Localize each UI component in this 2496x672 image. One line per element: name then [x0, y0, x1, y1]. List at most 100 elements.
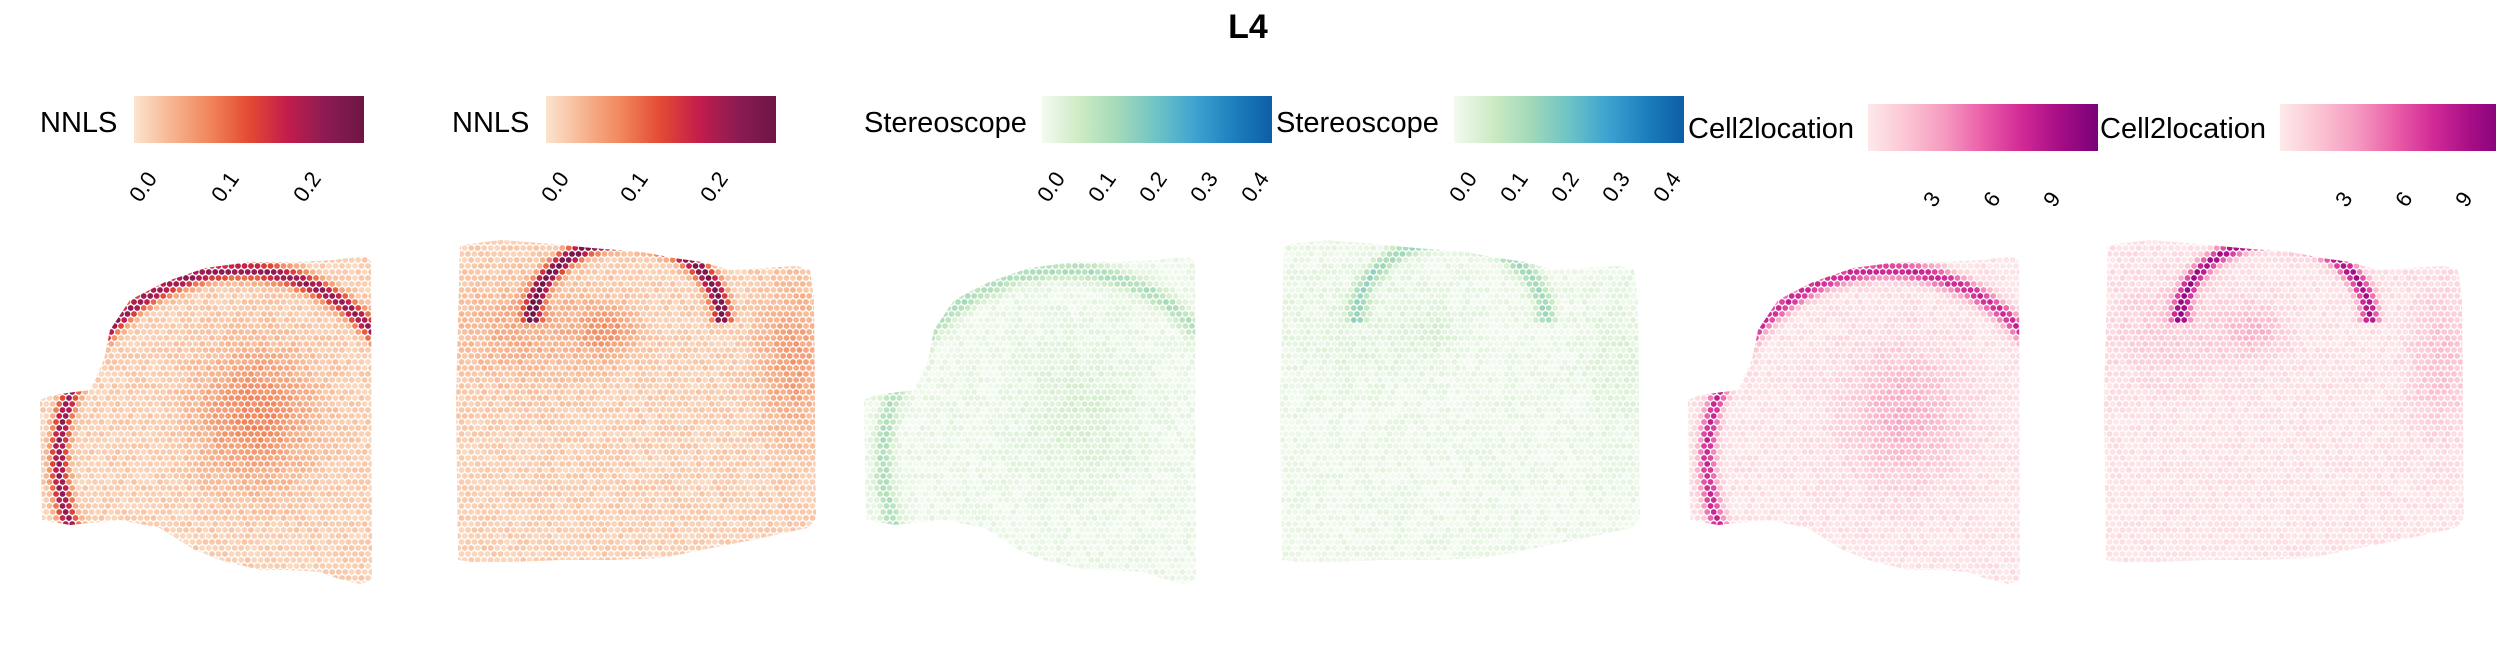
spot	[339, 515, 345, 521]
spot	[388, 317, 394, 323]
spot	[388, 377, 394, 383]
spot	[72, 407, 79, 413]
spot	[491, 299, 497, 305]
spot	[777, 227, 783, 233]
spot	[59, 431, 66, 437]
spot	[734, 257, 741, 263]
spot	[468, 293, 475, 299]
spot	[264, 473, 271, 479]
spot	[137, 263, 144, 269]
spot	[62, 377, 69, 383]
spot	[261, 503, 267, 509]
spot	[280, 311, 287, 317]
spot	[497, 335, 504, 341]
spot	[280, 491, 287, 497]
spot	[114, 449, 121, 455]
spot	[199, 413, 206, 419]
spot	[183, 407, 189, 413]
spot	[608, 251, 614, 257]
spot	[118, 299, 124, 305]
spot	[786, 305, 793, 311]
spot	[160, 449, 167, 455]
spot	[394, 389, 400, 395]
spot	[157, 383, 163, 389]
spot	[468, 269, 475, 275]
spot	[75, 365, 82, 371]
spot	[780, 233, 786, 239]
spot	[303, 329, 310, 335]
spot	[346, 239, 352, 245]
spot	[287, 419, 293, 425]
spot	[235, 395, 241, 401]
spot	[385, 551, 391, 557]
spot	[738, 323, 744, 329]
spot	[228, 443, 235, 449]
spot	[375, 557, 381, 563]
spot	[225, 485, 232, 491]
spot	[124, 467, 131, 473]
spot	[101, 497, 108, 503]
spot	[108, 269, 115, 275]
spot	[319, 527, 326, 533]
spot	[186, 581, 193, 584]
spot	[404, 251, 410, 257]
spot	[231, 449, 238, 455]
spot	[257, 485, 264, 491]
spot	[461, 353, 468, 359]
spot	[391, 431, 397, 437]
spot	[663, 341, 670, 347]
spot	[281, 239, 287, 245]
spot	[731, 335, 738, 341]
spot	[241, 299, 248, 305]
spot	[254, 395, 261, 401]
spot	[669, 293, 676, 299]
spot	[316, 569, 323, 575]
spot	[228, 359, 235, 365]
spot	[621, 311, 627, 317]
spot	[270, 581, 277, 584]
spot	[530, 311, 536, 317]
spot	[137, 383, 144, 389]
spot	[368, 497, 372, 503]
spot	[37, 233, 43, 239]
spot	[222, 383, 228, 389]
spot	[365, 275, 371, 281]
spot	[585, 353, 592, 359]
spot	[173, 257, 180, 263]
spot	[588, 263, 595, 269]
spot	[449, 269, 455, 275]
spot	[300, 503, 306, 509]
spot	[108, 449, 115, 455]
spot	[108, 401, 115, 407]
spot	[251, 329, 258, 335]
spot	[56, 473, 63, 479]
spot	[744, 251, 751, 257]
spot	[647, 287, 653, 293]
spot	[170, 287, 176, 293]
spot	[222, 371, 228, 377]
spot	[235, 263, 241, 269]
spot	[754, 245, 761, 251]
spot	[365, 515, 371, 521]
spot	[455, 233, 461, 239]
spot	[365, 419, 371, 425]
spot	[114, 281, 121, 287]
spot	[565, 329, 572, 335]
spot	[790, 240, 796, 245]
spot	[790, 251, 796, 257]
spot	[352, 275, 358, 281]
spot	[134, 593, 140, 599]
spot	[391, 323, 397, 329]
spot	[82, 545, 89, 551]
spot	[287, 371, 293, 377]
spot	[284, 593, 290, 599]
spot	[339, 479, 345, 485]
spot	[446, 299, 452, 305]
spot	[49, 293, 56, 299]
spot	[329, 365, 336, 371]
spot	[352, 455, 358, 461]
spot	[378, 443, 384, 449]
spot	[345, 491, 352, 497]
spot	[101, 329, 108, 335]
spot	[189, 383, 196, 389]
